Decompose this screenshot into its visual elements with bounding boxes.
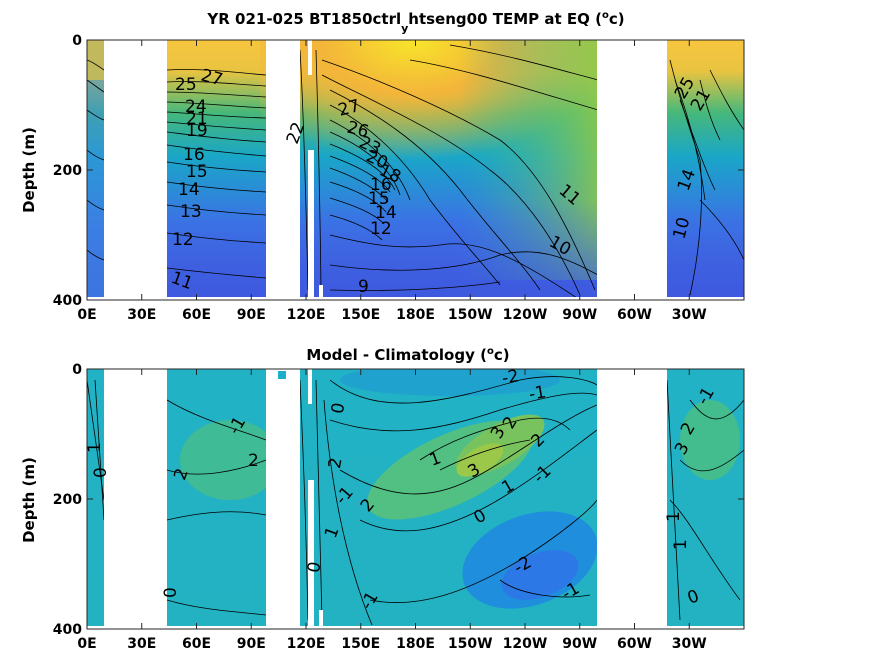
panel-top-ylabel: Depth (m) [20, 127, 38, 213]
contour-label: 14 [178, 180, 200, 200]
x-tick-label: 60W [617, 636, 652, 652]
contour-label: 2 [325, 456, 347, 470]
x-tick-label: 150W [448, 636, 493, 652]
y-tick-label: 400 [53, 293, 82, 309]
contour-label: -1 [527, 382, 547, 405]
x-tick-label: 90E [237, 636, 266, 652]
x-tick-label: 30E [127, 307, 156, 323]
contour-label: 16 [370, 175, 392, 195]
contour-label: 2 [248, 451, 259, 471]
panel-bottom-ylabel: Depth (m) [20, 457, 38, 543]
contour-label: 24 [185, 97, 207, 117]
x-tick-label: 90W [562, 636, 597, 652]
x-tick-label: 60W [617, 307, 652, 323]
panel-top: 27 25 24 21 19 16 15 14 13 12 11 22 27 2… [20, 10, 745, 323]
contour-label: 0 [161, 587, 181, 598]
x-tick-label: 90W [562, 307, 597, 323]
panel-top-ticks: 0E 30E 60E 90E 120E 150E 180E 150W 120W 90W 60W 30W… [53, 33, 744, 323]
x-tick-label: 0E [77, 636, 96, 652]
x-tick-label: 60E [182, 636, 211, 652]
contour-label: 13 [180, 202, 202, 222]
y-tick-label: 400 [53, 622, 82, 638]
contour-label: 1 [671, 539, 691, 550]
contour-label: 9 [358, 277, 369, 297]
contour-label: 0 [304, 560, 326, 574]
x-tick-label: 90E [237, 307, 266, 323]
x-tick-label: 0E [77, 307, 96, 323]
y-tick-label: 0 [72, 362, 82, 378]
y-tick-label: 0 [72, 33, 82, 49]
x-tick-label: 60E [182, 307, 211, 323]
x-tick-label: 180E [396, 636, 435, 652]
x-tick-label: 30W [672, 636, 707, 652]
contour-label: 15 [186, 162, 208, 182]
panel-bottom-ticks: 0E 30E 60E 90E 120E 150E 180E 150W 120W 90W 60W 30W… [53, 362, 744, 652]
x-tick-label: 150E [341, 307, 380, 323]
panel-bottom-title: Model - Climatology (oc) [306, 346, 509, 364]
panel-bottom-contours [87, 376, 744, 626]
contour-label: 12 [172, 230, 194, 250]
x-tick-label: 180E [396, 307, 435, 323]
y-tick-label: 200 [53, 163, 82, 179]
contour-label: 0 [328, 401, 350, 415]
panel-top-contours [87, 44, 744, 300]
contour-label: 15 [368, 189, 390, 209]
x-tick-label: 30W [672, 307, 707, 323]
x-tick-label: 120W [503, 636, 548, 652]
panel-top-land [87, 40, 744, 300]
panel-bottom: 1 0 2 -1 2 0 0 2 -1 1 0 -1 2 1 3 0 1 3 2… [20, 346, 745, 652]
x-tick-label: 30E [127, 636, 156, 652]
contour-label: 14 [375, 203, 397, 223]
y-tick-label: 200 [53, 492, 82, 508]
contour-label: 1 [85, 442, 105, 453]
x-tick-label: 120E [287, 636, 326, 652]
x-tick-label: 150E [341, 636, 380, 652]
x-tick-label: 120E [287, 307, 326, 323]
contour-label: 12 [370, 219, 392, 239]
contour-label: -2 [500, 366, 520, 389]
panel-top-title: YR 021-025 BT1850ctrlyhtseng00 TEMP at E… [206, 10, 624, 35]
contour-label: 19 [186, 121, 208, 141]
contour-label: 1 [664, 511, 684, 522]
contour-label: 16 [183, 145, 205, 165]
contour-label: 0 [91, 467, 111, 478]
contour-label: 21 [186, 109, 208, 129]
x-tick-label: 150W [448, 307, 493, 323]
contour-label: 25 [175, 75, 197, 95]
x-tick-label: 120W [503, 307, 548, 323]
